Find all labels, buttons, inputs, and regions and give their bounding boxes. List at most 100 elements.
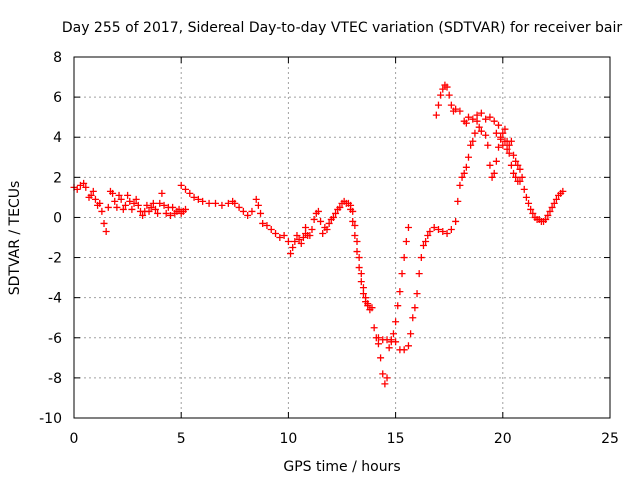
data-point bbox=[488, 173, 496, 181]
data-point bbox=[98, 207, 106, 215]
data-point bbox=[115, 191, 123, 199]
data-point bbox=[490, 117, 498, 125]
data-point bbox=[482, 131, 490, 139]
data-point bbox=[102, 227, 110, 235]
data-point bbox=[422, 238, 430, 246]
data-point bbox=[385, 344, 393, 352]
data-point bbox=[486, 113, 494, 121]
data-point bbox=[124, 191, 132, 199]
data-point bbox=[91, 195, 99, 203]
data-point bbox=[353, 248, 361, 256]
data-point bbox=[297, 240, 305, 248]
data-point bbox=[482, 115, 490, 123]
data-point bbox=[507, 137, 515, 145]
data-point bbox=[169, 203, 177, 211]
data-point bbox=[139, 211, 147, 219]
data-point bbox=[462, 163, 470, 171]
data-point bbox=[181, 185, 189, 193]
data-point bbox=[160, 201, 168, 209]
data-point bbox=[518, 173, 526, 181]
data-point bbox=[248, 207, 256, 215]
data-point bbox=[244, 211, 252, 219]
data-point bbox=[409, 314, 417, 322]
data-point bbox=[434, 101, 442, 109]
data-point bbox=[353, 238, 361, 246]
x-tick-label: 20 bbox=[494, 431, 512, 447]
data-point bbox=[503, 145, 511, 153]
data-point bbox=[272, 229, 280, 237]
data-point bbox=[295, 236, 303, 244]
data-point bbox=[336, 203, 344, 211]
data-point bbox=[505, 149, 513, 157]
data-point bbox=[289, 244, 297, 252]
data-point bbox=[477, 109, 485, 117]
data-point bbox=[218, 201, 226, 209]
data-point bbox=[364, 302, 372, 310]
data-point bbox=[374, 340, 382, 348]
data-point bbox=[552, 195, 560, 203]
data-point bbox=[542, 215, 550, 223]
data-point bbox=[276, 234, 284, 241]
data-point bbox=[510, 151, 518, 159]
data-point bbox=[154, 209, 162, 217]
data-point bbox=[527, 205, 535, 213]
data-point bbox=[389, 330, 397, 338]
data-point bbox=[134, 201, 142, 209]
x-tick-label: 0 bbox=[70, 431, 79, 447]
data-point bbox=[400, 254, 408, 262]
data-point bbox=[484, 141, 492, 149]
x-axis-label: GPS time / hours bbox=[283, 459, 400, 475]
data-point bbox=[287, 250, 295, 258]
data-point bbox=[181, 205, 189, 213]
data-point bbox=[87, 191, 95, 199]
x-tick-label: 10 bbox=[279, 431, 297, 447]
data-point bbox=[199, 197, 207, 205]
data-point bbox=[299, 234, 307, 241]
data-point bbox=[445, 91, 453, 99]
data-point bbox=[439, 227, 447, 235]
data-point bbox=[111, 197, 119, 205]
data-point bbox=[464, 113, 472, 121]
chart-title: Day 255 of 2017, Sidereal Day-to-day VTE… bbox=[62, 20, 623, 36]
data-point bbox=[355, 264, 363, 272]
data-point bbox=[419, 242, 427, 250]
data-point bbox=[162, 209, 170, 217]
data-point bbox=[469, 137, 477, 145]
data-point bbox=[486, 161, 494, 169]
data-point bbox=[280, 231, 288, 239]
y-tick-label: -6 bbox=[48, 331, 62, 347]
data-point bbox=[452, 105, 460, 113]
data-point bbox=[507, 161, 515, 169]
data-point bbox=[205, 199, 213, 207]
data-point bbox=[473, 117, 481, 125]
data-point bbox=[149, 199, 157, 207]
data-point bbox=[392, 318, 400, 326]
data-point bbox=[520, 185, 528, 193]
data-point bbox=[462, 119, 470, 127]
data-point bbox=[156, 199, 164, 207]
data-marks bbox=[70, 81, 567, 388]
data-point bbox=[147, 203, 155, 211]
data-point bbox=[377, 354, 385, 362]
data-point bbox=[293, 231, 301, 239]
data-point bbox=[368, 304, 376, 312]
data-point bbox=[387, 336, 395, 344]
data-point bbox=[525, 199, 533, 207]
data-point bbox=[439, 85, 447, 93]
data-point bbox=[100, 219, 108, 227]
y-tick-label: 8 bbox=[53, 50, 62, 66]
data-point bbox=[505, 141, 513, 149]
data-point bbox=[497, 135, 505, 143]
data-point bbox=[302, 223, 310, 231]
axis-ticks: -10 -8 -6 -4 -2 0 2 4 6 8 0 5 10 15 20 25 bbox=[39, 50, 619, 447]
y-axis-label: SDTVAR / TECUs bbox=[7, 181, 23, 296]
data-point bbox=[544, 211, 552, 219]
data-point bbox=[456, 107, 464, 115]
data-point bbox=[239, 207, 247, 215]
data-point bbox=[469, 115, 477, 123]
data-point bbox=[398, 270, 406, 278]
data-point bbox=[357, 278, 365, 286]
data-point bbox=[404, 223, 412, 231]
data-point bbox=[267, 225, 275, 233]
data-point bbox=[177, 181, 185, 189]
